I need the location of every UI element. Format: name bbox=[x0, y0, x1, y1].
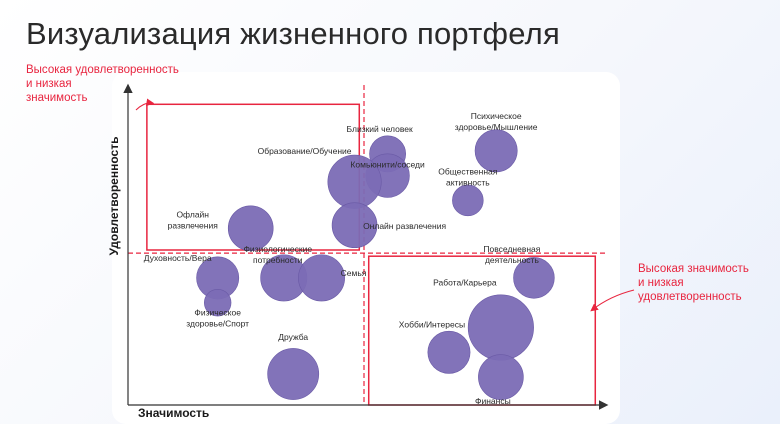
page-title: Визуализация жизненного портфеля bbox=[26, 16, 560, 51]
callout-top-left: Высокая удовлетворенность и низкая значи… bbox=[26, 63, 179, 105]
callout-right: Высокая значимость и низкая удовлетворен… bbox=[638, 262, 749, 304]
bubble bbox=[513, 257, 555, 299]
bubble bbox=[331, 202, 378, 248]
callout-top-left-line: Высокая удовлетворенность bbox=[26, 64, 179, 76]
bubble-label: Повседневная деятельность bbox=[483, 244, 540, 265]
bubble-label: Хобби/Интересы bbox=[399, 319, 465, 329]
bubble-label: Онлайн развлечения bbox=[363, 221, 446, 231]
bubble-label: Физическое здоровье/Спорт bbox=[186, 308, 249, 329]
callout-right-line: и низкая bbox=[638, 277, 684, 289]
callout-top-left-line: и низкая bbox=[26, 78, 72, 90]
bubble bbox=[474, 129, 518, 173]
bubble bbox=[427, 330, 471, 374]
bubble-label: Духовность/Вера bbox=[144, 253, 212, 263]
callout-right-line: Высокая значимость bbox=[638, 263, 749, 275]
bubble bbox=[267, 348, 320, 400]
bubble-label: Физиологические потребности bbox=[243, 244, 312, 265]
y-axis-title: Удовлетворенность bbox=[107, 137, 121, 256]
bubble-label: Работа/Карьера bbox=[433, 278, 497, 288]
chart-panel bbox=[112, 72, 620, 424]
bubble-label: Дружба bbox=[278, 332, 308, 342]
bubble-label: Близкий человек bbox=[347, 124, 413, 134]
bubble-label: Офлайн развлечения bbox=[168, 209, 219, 230]
bubble bbox=[204, 289, 232, 317]
bubble-label: Комьюнити/соседи bbox=[350, 160, 425, 170]
bubble bbox=[227, 205, 274, 252]
callout-right-line: удовлетворенность bbox=[638, 291, 742, 303]
callout-arrow bbox=[590, 289, 635, 312]
bubble bbox=[467, 294, 534, 361]
bubble-label: Семья bbox=[341, 268, 367, 278]
callout-top-left-line: значимость bbox=[26, 92, 88, 104]
bubble bbox=[452, 184, 484, 217]
bubble-label: Общественная активность bbox=[438, 166, 498, 187]
bubble bbox=[298, 254, 345, 302]
callout-arrow bbox=[135, 98, 155, 111]
bubble-label: Финансы bbox=[475, 396, 511, 406]
bubble-label: Психическое здоровье/Мышление bbox=[455, 111, 538, 132]
x-axis-title: Значимость bbox=[138, 406, 209, 420]
bubble-label: Образование/Обучение bbox=[258, 146, 352, 156]
bubble bbox=[478, 354, 524, 400]
